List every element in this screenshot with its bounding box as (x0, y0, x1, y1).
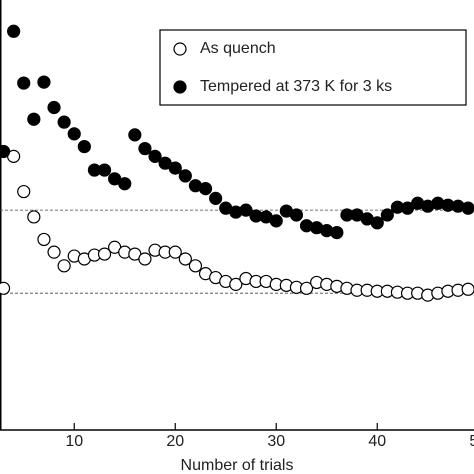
data-point (138, 141, 152, 156)
data-point (77, 139, 91, 154)
data-point (97, 247, 112, 261)
data-point (178, 252, 192, 266)
data-point (17, 76, 31, 90)
legend-label: Tempered at 373 K for 3 ks (200, 78, 392, 95)
data-point (37, 75, 51, 89)
data-point (168, 161, 182, 175)
data-point (138, 252, 152, 266)
data-point (37, 232, 51, 247)
data-point (168, 245, 182, 259)
x-axis-label: Number of trials (181, 457, 294, 474)
data-point (198, 182, 213, 196)
data-point (57, 115, 71, 129)
data-point (289, 208, 304, 222)
legend-marker (173, 42, 187, 56)
data-point (57, 259, 71, 273)
data-point (178, 169, 192, 183)
legend-marker (173, 80, 187, 94)
data-point (0, 281, 11, 295)
legend-label: As quench (200, 40, 276, 57)
data-point (47, 245, 61, 259)
x-tick-label: 20 (166, 433, 184, 450)
data-point (370, 216, 384, 230)
x-tick-label: 30 (267, 433, 285, 450)
data-point (47, 100, 61, 115)
x-tick-label: 50 (469, 433, 474, 450)
x-tick-label: 10 (65, 433, 83, 450)
data-point (209, 191, 223, 205)
data-point (330, 225, 344, 240)
data-point (461, 201, 474, 215)
data-point (269, 214, 283, 228)
data-point (118, 177, 132, 191)
data-point (229, 277, 243, 291)
data-point (148, 149, 162, 163)
data-point (380, 208, 394, 222)
data-point (27, 210, 41, 224)
data-point (17, 184, 31, 199)
data-point (461, 282, 474, 296)
data-point (128, 128, 142, 142)
data-point (0, 144, 11, 159)
data-point (97, 163, 112, 177)
data-point (27, 112, 41, 126)
x-tick-label: 40 (368, 433, 386, 450)
data-point (239, 203, 253, 217)
data-point (188, 259, 203, 273)
legend-box (159, 29, 467, 106)
data-point (299, 281, 314, 295)
data-point (67, 127, 81, 141)
data-point (7, 24, 21, 38)
